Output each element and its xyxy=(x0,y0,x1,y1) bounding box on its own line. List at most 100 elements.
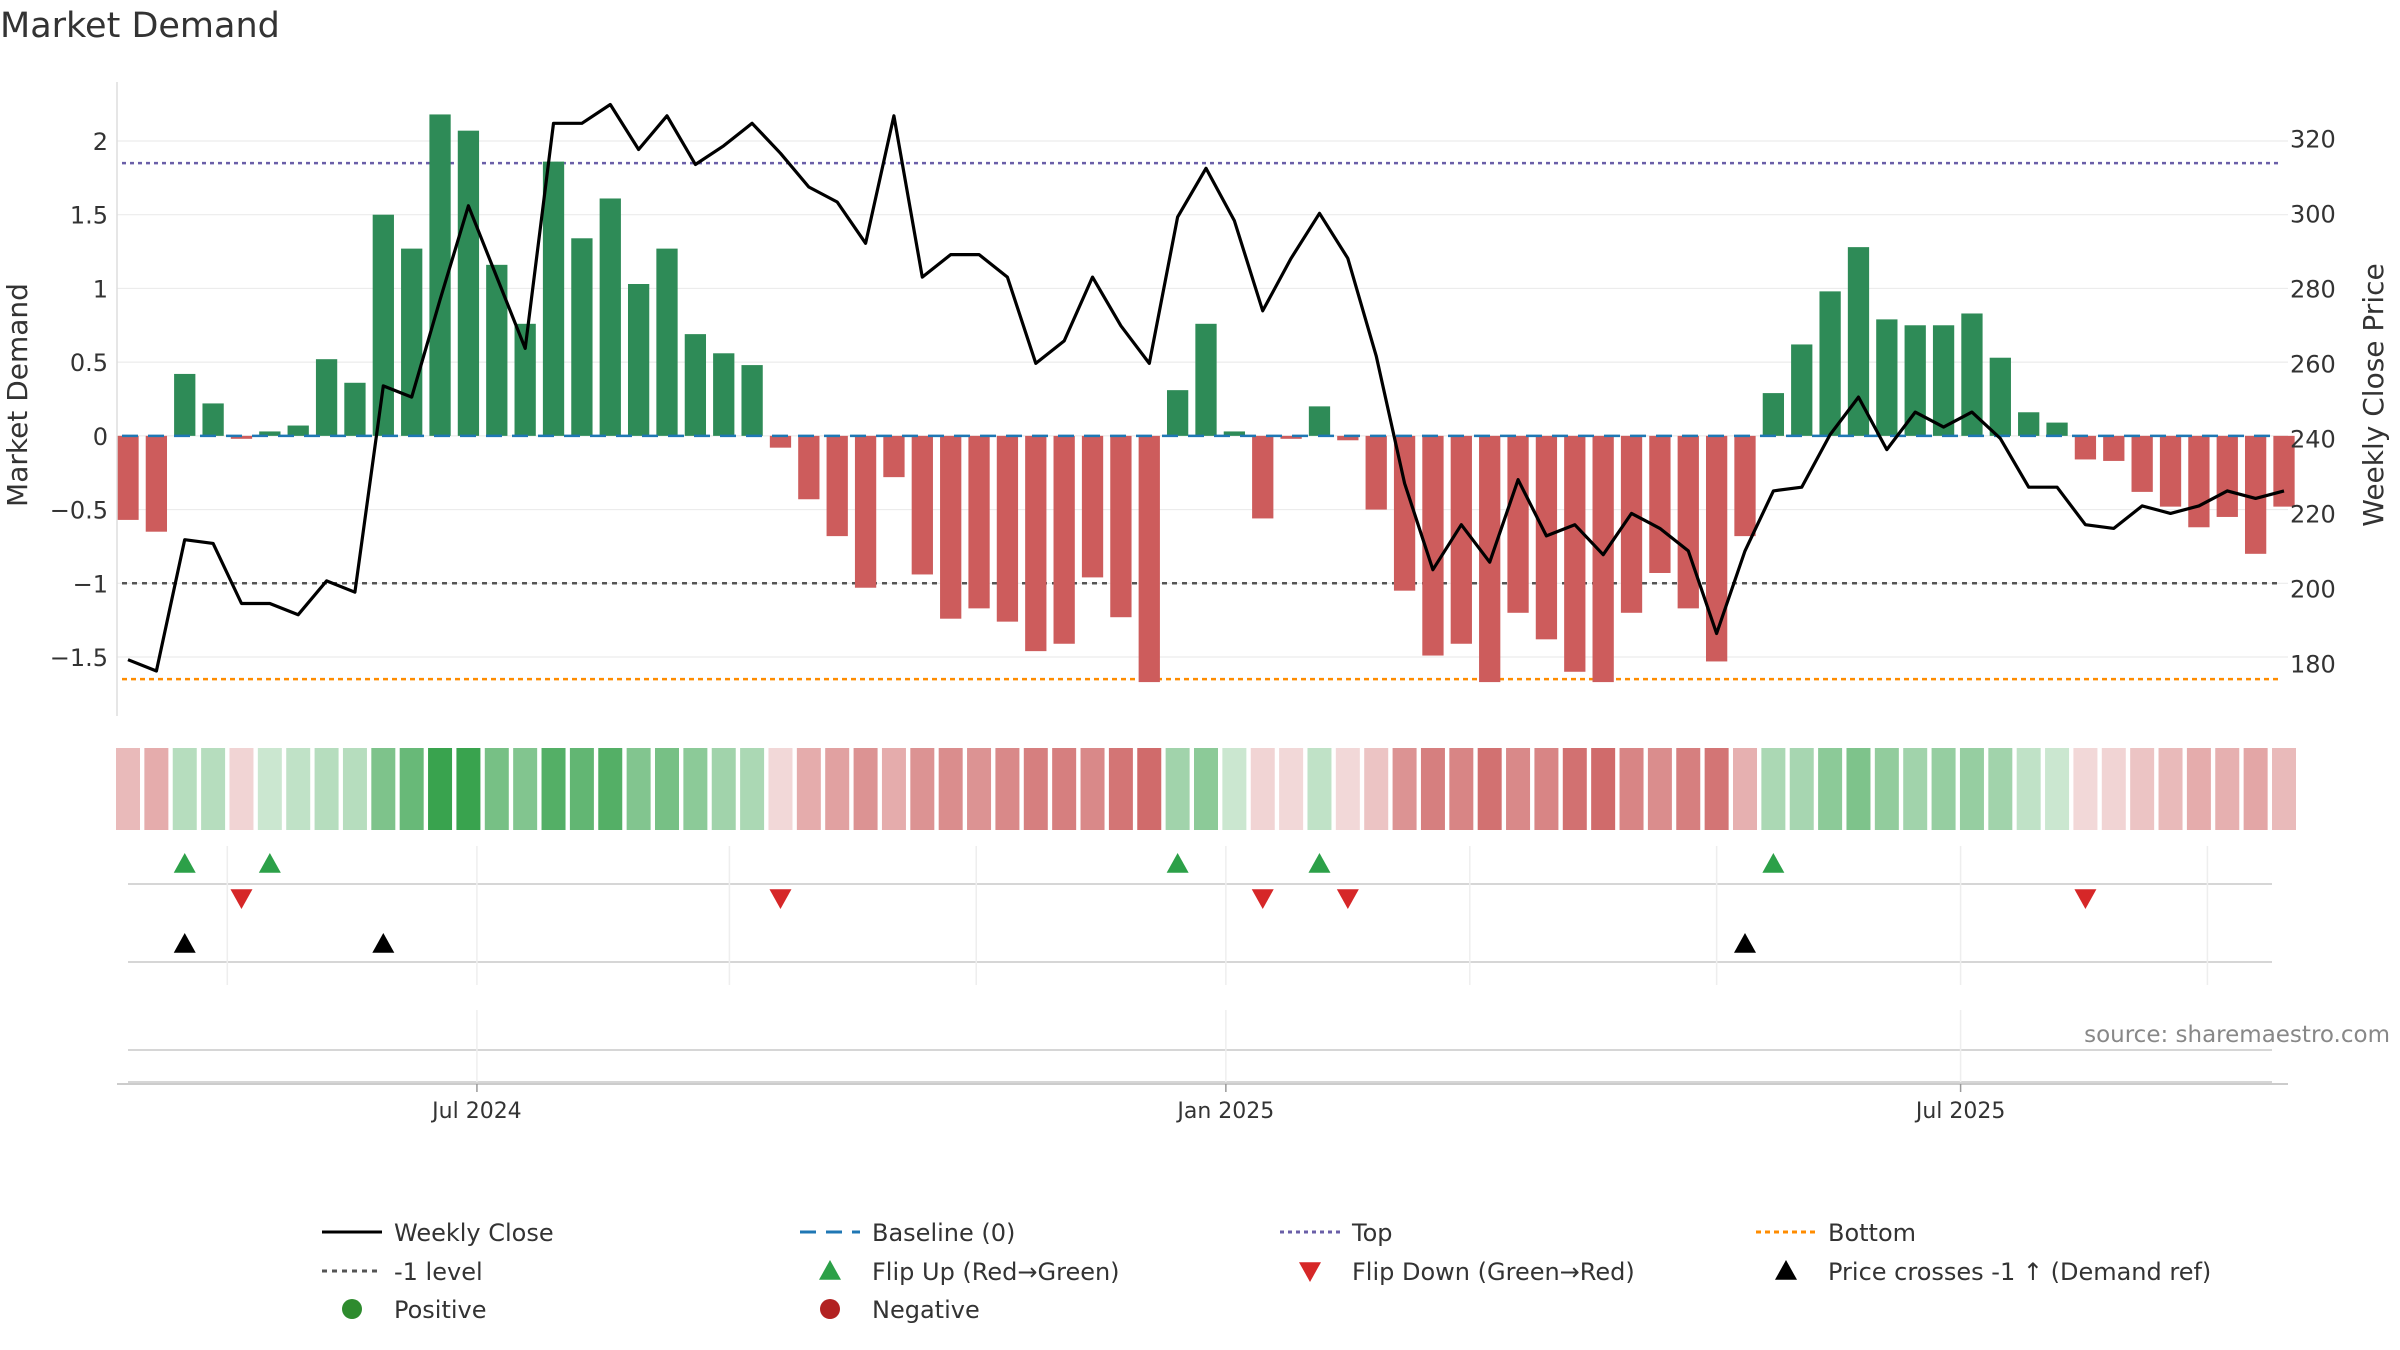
demand-bar xyxy=(2188,435,2210,528)
demand-bar xyxy=(996,435,1019,622)
heat-cell xyxy=(1874,748,1899,830)
heat-cell xyxy=(1420,748,1445,830)
heat-cell xyxy=(825,748,850,830)
x-tick-label: Jul 2025 xyxy=(1914,1099,2006,1124)
heat-cell xyxy=(938,748,963,830)
demand-bar xyxy=(2273,435,2295,507)
heat-cell xyxy=(2158,748,2183,830)
demand-bar xyxy=(1507,435,1529,613)
heat-cell xyxy=(1903,748,1928,830)
flip-up-marker xyxy=(1308,853,1331,873)
demand-bar xyxy=(599,198,621,436)
heat-cell xyxy=(1052,748,1077,830)
demand-bar xyxy=(1195,323,1217,436)
demand-bar xyxy=(627,284,650,436)
left-tick-label: 1.5 xyxy=(70,202,108,230)
legend-label: Negative xyxy=(872,1296,980,1324)
x-tick-label: Jan 2025 xyxy=(1175,1099,1274,1124)
heat-cell xyxy=(1080,748,1105,830)
heat-cell xyxy=(257,748,282,830)
legend-label: Price crosses -1 ↑ (Demand ref) xyxy=(1828,1258,2211,1286)
heat-cell xyxy=(995,748,1020,830)
right-tick-label: 220 xyxy=(2290,500,2336,528)
heat-cell xyxy=(1562,748,1587,830)
x-tick-label: Jul 2024 xyxy=(430,1099,522,1124)
demand-bar xyxy=(571,238,593,436)
demand-bar xyxy=(1535,435,1558,640)
heat-cell xyxy=(201,748,226,830)
legend-item: Bottom xyxy=(1756,1219,1916,1247)
demand-bar xyxy=(1932,325,1955,436)
demand-bar xyxy=(514,323,536,436)
left-tick-label: −0.5 xyxy=(50,497,108,525)
legend-item: Weekly Close xyxy=(322,1219,554,1247)
legend-item: Top xyxy=(1280,1219,1393,1247)
heat-cell xyxy=(2186,748,2211,830)
heat-cell xyxy=(1931,748,1956,830)
demand-bar xyxy=(344,382,366,436)
heat-cell xyxy=(541,748,566,830)
demand-bar xyxy=(1365,435,1387,510)
heat-cell xyxy=(1307,748,1332,830)
heat-cell xyxy=(711,748,736,830)
x-axis: Jul 2024 Jan 2025 Jul 2025 xyxy=(117,846,2288,1124)
demand-bar xyxy=(911,435,933,575)
demand-bar xyxy=(1762,393,1785,436)
demand-bar xyxy=(401,248,423,436)
demand-bar xyxy=(2018,412,2040,436)
demand-bar xyxy=(741,365,763,436)
demand-bar xyxy=(826,435,848,537)
demand-bar xyxy=(2131,435,2153,492)
demand-bar xyxy=(486,264,508,436)
heat-cell xyxy=(2243,748,2268,830)
heat-cell xyxy=(116,748,140,830)
right-tick-label: 240 xyxy=(2290,425,2336,453)
demand-bar xyxy=(2216,435,2238,517)
flip-up-marker xyxy=(1762,853,1785,873)
heat-cell xyxy=(1449,748,1474,830)
legend-swatch xyxy=(1775,1260,1797,1280)
heat-cell xyxy=(1733,748,1757,830)
heat-cell xyxy=(1194,748,1218,830)
demand-bar xyxy=(883,435,905,478)
left-tick-label: 2 xyxy=(93,128,108,156)
right-axis-label: Weekly Close Price xyxy=(2357,263,2390,526)
right-tick-label: 320 xyxy=(2290,125,2336,153)
demand-bar xyxy=(174,373,196,436)
demand-heat-strip xyxy=(116,748,2296,830)
flip-up-marker xyxy=(258,853,281,873)
legend-label: Weekly Close xyxy=(394,1219,554,1247)
demand-bar xyxy=(372,214,394,436)
demand-bar xyxy=(1649,435,1671,573)
heat-cell xyxy=(740,748,765,830)
heat-cell xyxy=(853,748,878,830)
right-tick-label: 300 xyxy=(2290,200,2336,228)
demand-bar xyxy=(1110,435,1132,618)
demand-bar xyxy=(798,435,820,500)
demand-bar xyxy=(1904,325,1926,436)
weekly-close-line xyxy=(127,102,2285,673)
demand-bar xyxy=(2074,435,2097,460)
demand-bar xyxy=(1053,435,1075,644)
left-tick-label: 0 xyxy=(93,423,108,451)
flip-down-marker xyxy=(2074,889,2097,909)
right-tick-label: 200 xyxy=(2290,575,2336,603)
right-tick-label: 280 xyxy=(2290,275,2336,303)
heat-cell xyxy=(1647,748,1672,830)
heat-cell xyxy=(286,748,311,830)
demand-bar xyxy=(1422,435,1444,656)
heat-cell xyxy=(1761,748,1786,830)
heat-cell xyxy=(513,748,538,830)
demand-bar xyxy=(457,130,480,436)
demand-bar xyxy=(1819,291,1841,436)
flip-down-marker xyxy=(769,889,792,909)
left-axis-label: Market Demand xyxy=(1,283,34,507)
legend-item: Flip Down (Green→Red) xyxy=(1299,1258,1635,1286)
heat-cell xyxy=(598,748,623,830)
demand-bar xyxy=(713,353,735,436)
heat-cell xyxy=(626,748,651,830)
demand-bar xyxy=(230,435,253,439)
demand-bar xyxy=(769,435,792,448)
demand-bar xyxy=(1620,435,1643,613)
demand-bar xyxy=(1961,313,1983,436)
